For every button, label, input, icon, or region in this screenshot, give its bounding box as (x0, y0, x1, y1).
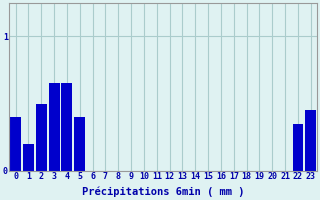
Bar (49, 83, 60, 171)
Bar (305, 110, 316, 171)
Bar (10, 117, 21, 171)
Bar (61, 83, 72, 171)
Bar (36, 104, 47, 171)
X-axis label: Précipitations 6min ( mm ): Précipitations 6min ( mm ) (82, 187, 244, 197)
Bar (74, 117, 85, 171)
Bar (292, 124, 303, 171)
Bar (23, 144, 34, 171)
